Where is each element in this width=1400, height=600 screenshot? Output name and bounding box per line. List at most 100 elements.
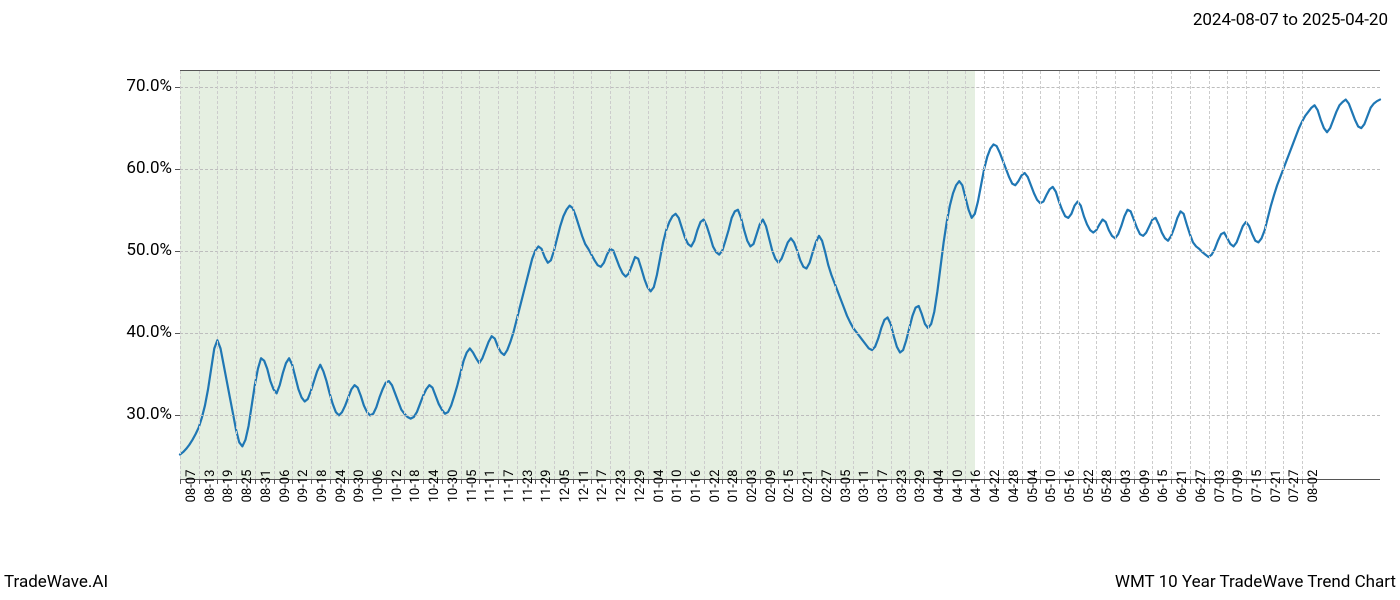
vertical-gridline: [255, 71, 256, 479]
x-tick-mark: [498, 479, 499, 484]
x-tick-label: 06-03: [1119, 470, 1134, 503]
x-tick-label: 02-21: [801, 470, 816, 503]
x-tick-label: 12-11: [577, 470, 592, 503]
x-tick-label: 02-27: [820, 470, 835, 503]
vertical-gridline: [180, 71, 181, 479]
vertical-gridline: [1190, 71, 1191, 479]
vertical-gridline: [1040, 71, 1041, 479]
x-tick-label: 04-04: [932, 470, 947, 503]
series-line: [180, 100, 1380, 455]
vertical-gridline: [1003, 71, 1004, 479]
vertical-gridline: [1134, 71, 1135, 479]
x-tick-mark: [741, 479, 742, 484]
x-tick-label: 04-22: [988, 470, 1003, 503]
x-tick-mark: [1171, 479, 1172, 484]
x-tick-label: 01-10: [670, 470, 685, 503]
x-tick-label: 06-15: [1156, 470, 1171, 503]
x-tick-label: 05-16: [1063, 470, 1078, 503]
x-tick-mark: [1059, 479, 1060, 484]
x-tick-mark: [685, 479, 686, 484]
vertical-gridline: [1246, 71, 1247, 479]
x-tick-label: 12-29: [633, 470, 648, 503]
chart-caption: WMT 10 Year TradeWave Trend Chart: [1115, 572, 1396, 592]
vertical-gridline: [1059, 71, 1060, 479]
vertical-gridline: [573, 71, 574, 479]
x-tick-label: 09-18: [315, 470, 330, 503]
y-tick-label: 40.0%: [126, 322, 172, 342]
x-tick-mark: [610, 479, 611, 484]
x-tick-label: 03-11: [857, 470, 872, 503]
vertical-gridline: [535, 71, 536, 479]
vertical-gridline: [778, 71, 779, 479]
vertical-gridline: [1171, 71, 1172, 479]
x-tick-label: 08-25: [240, 470, 255, 503]
vertical-gridline: [872, 71, 873, 479]
vertical-gridline: [685, 71, 686, 479]
vertical-gridline: [498, 71, 499, 479]
x-tick-mark: [1190, 479, 1191, 484]
vertical-gridline: [891, 71, 892, 479]
vertical-gridline: [816, 71, 817, 479]
x-tick-label: 08-02: [1306, 470, 1321, 503]
vertical-gridline: [1265, 71, 1266, 479]
vertical-gridline: [760, 71, 761, 479]
x-tick-mark: [928, 479, 929, 484]
x-tick-label: 12-23: [614, 470, 629, 503]
x-tick-label: 06-27: [1194, 470, 1209, 503]
vertical-gridline: [909, 71, 910, 479]
vertical-gridline: [1115, 71, 1116, 479]
x-tick-label: 05-04: [1026, 470, 1041, 503]
x-tick-label: 07-03: [1213, 470, 1228, 503]
x-tick-mark: [423, 479, 424, 484]
y-tick-label: 70.0%: [126, 76, 172, 96]
vertical-gridline: [517, 71, 518, 479]
x-tick-label: 08-19: [221, 470, 236, 503]
x-tick-mark: [367, 479, 368, 484]
vertical-gridline: [348, 71, 349, 479]
vertical-gridline: [236, 71, 237, 479]
x-tick-label: 03-05: [839, 470, 854, 503]
x-tick-label: 01-04: [652, 470, 667, 503]
plot-area: [180, 70, 1380, 480]
vertical-gridline: [386, 71, 387, 479]
x-tick-label: 09-06: [278, 470, 293, 503]
x-tick-label: 11-29: [539, 470, 554, 503]
x-tick-label: 08-13: [203, 470, 218, 503]
vertical-gridline: [853, 71, 854, 479]
y-tick-label: 30.0%: [126, 404, 172, 424]
horizontal-gridline: [180, 251, 1380, 252]
vertical-gridline: [292, 71, 293, 479]
x-tick-label: 06-09: [1138, 470, 1153, 503]
vertical-gridline: [217, 71, 218, 479]
vertical-gridline: [367, 71, 368, 479]
vertical-gridline: [666, 71, 667, 479]
vertical-gridline: [648, 71, 649, 479]
vertical-gridline: [1209, 71, 1210, 479]
x-tick-label: 08-07: [184, 470, 199, 503]
x-tick-label: 05-28: [1100, 470, 1115, 503]
vertical-gridline: [591, 71, 592, 479]
vertical-gridline: [928, 71, 929, 479]
x-tick-label: 07-27: [1287, 470, 1302, 503]
line-layer: [180, 71, 1380, 479]
x-tick-label: 08-31: [259, 470, 274, 503]
x-tick-label: 01-22: [708, 470, 723, 503]
vertical-gridline: [610, 71, 611, 479]
vertical-gridline: [404, 71, 405, 479]
x-tick-label: 04-10: [951, 470, 966, 503]
horizontal-gridline: [180, 415, 1380, 416]
x-tick-label: 09-24: [334, 470, 349, 503]
x-tick-mark: [554, 479, 555, 484]
x-tick-label: 02-15: [782, 470, 797, 503]
vertical-gridline: [629, 71, 630, 479]
x-tick-mark: [1246, 479, 1247, 484]
x-tick-label: 11-11: [483, 470, 498, 503]
x-tick-mark: [180, 479, 181, 484]
x-tick-label: 05-22: [1082, 470, 1097, 503]
vertical-gridline: [274, 71, 275, 479]
vertical-gridline: [479, 71, 480, 479]
vertical-gridline: [461, 71, 462, 479]
x-tick-label: 07-09: [1231, 470, 1246, 503]
x-tick-label: 12-05: [558, 470, 573, 503]
x-tick-label: 10-12: [390, 470, 405, 503]
